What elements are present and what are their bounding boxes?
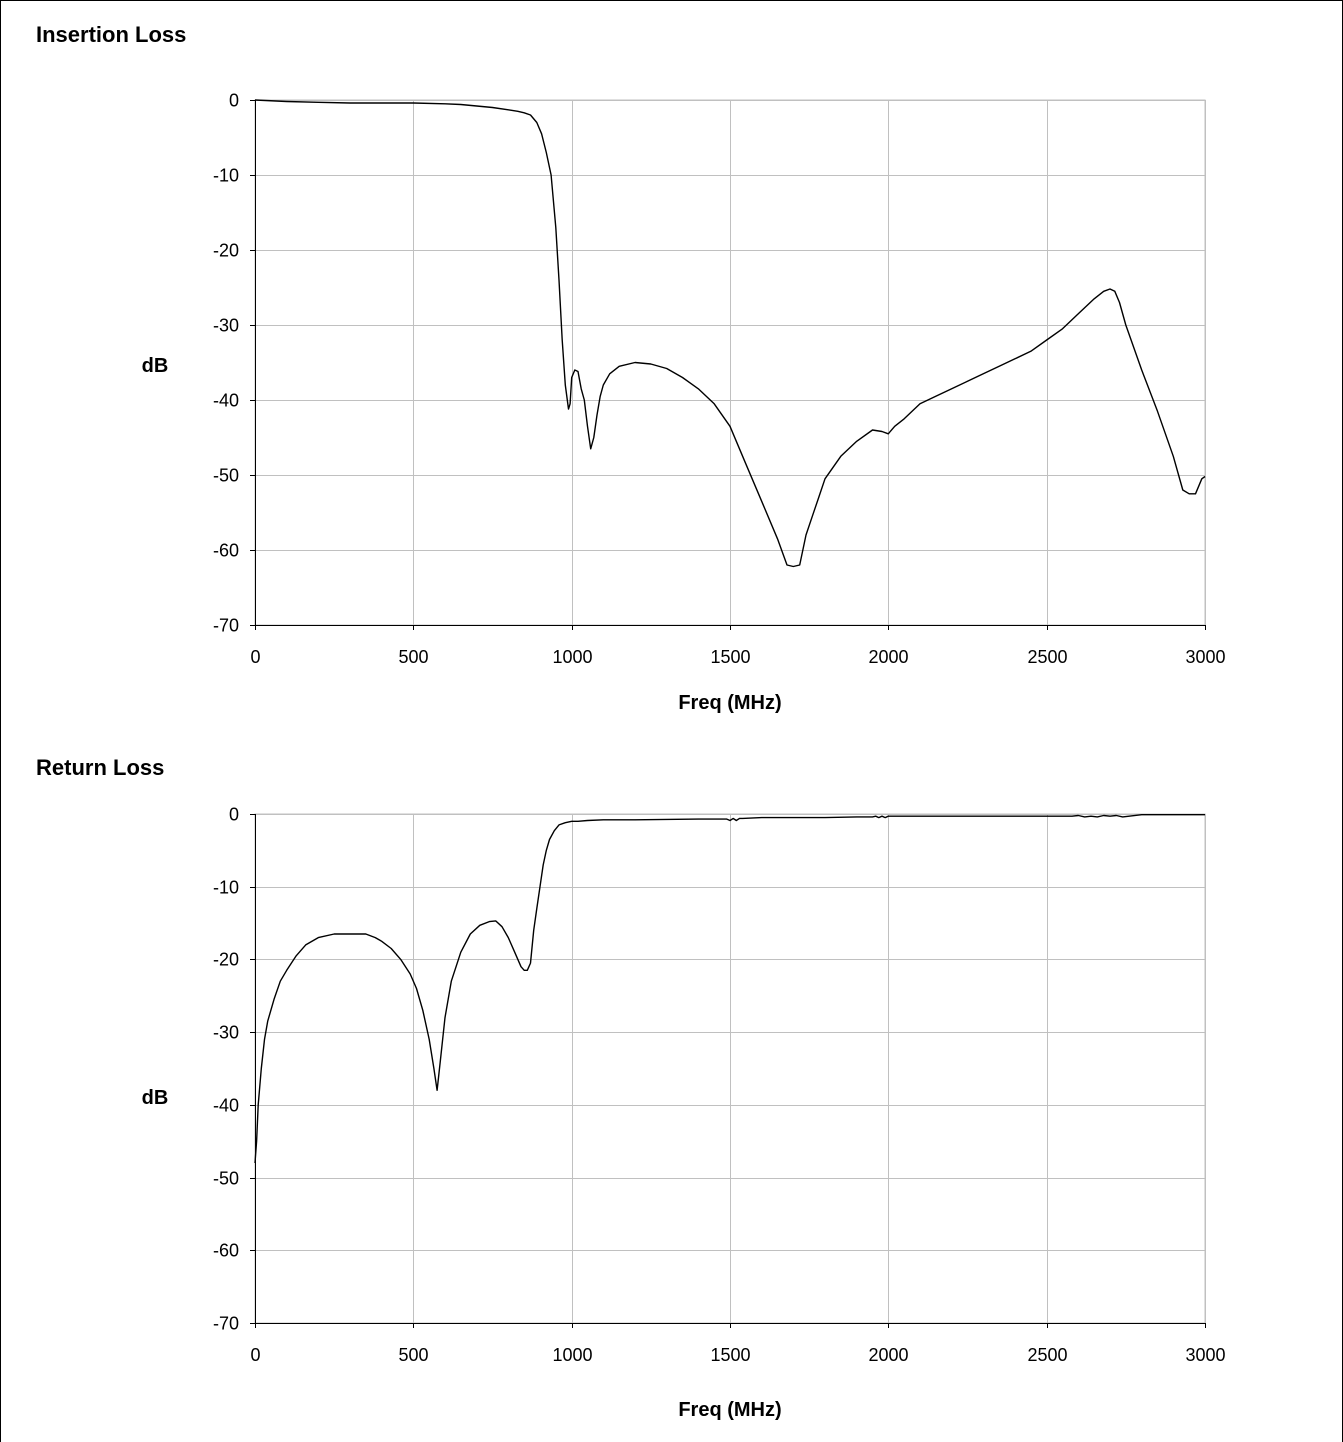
- chart-0-x-tick-label: 0: [250, 647, 260, 667]
- chart-1-x-tick-label: 1000: [552, 1345, 592, 1365]
- chart-1-y-axis-label: dB: [142, 1087, 169, 1109]
- chart-0-y-tick-label: -40: [213, 391, 239, 411]
- chart-0-x-tick-label: 1500: [710, 647, 750, 667]
- chart-0-y-tick-label: 0: [229, 91, 239, 111]
- chart-1-x-tick-label: 2000: [868, 1345, 908, 1365]
- chart-1-y-tick-label: -20: [213, 950, 239, 970]
- chart-1-series-line-0: [254, 814, 1205, 1164]
- chart-1-x-tick-label: 2500: [1027, 1345, 1067, 1365]
- chart-0-y-tick-label: -20: [213, 241, 239, 261]
- chart-0-y-tick-label: -10: [213, 166, 239, 186]
- chart-1-x-tick-label: 0: [250, 1345, 260, 1365]
- chart-1-x-axis-label: Freq (MHz): [678, 1399, 781, 1421]
- chart-title-insertion-loss: Insertion Loss: [36, 22, 187, 47]
- chart-0-y-tick-label: -70: [213, 616, 239, 636]
- chart-0-x-tick-label: 500: [398, 647, 428, 667]
- chart-1-y-tick-label: -70: [213, 1314, 239, 1334]
- chart-0-y-tick-label: -30: [213, 316, 239, 336]
- chart-1-y-tick-label: -40: [213, 1096, 239, 1116]
- chart-0-x-axis-label: Freq (MHz): [678, 692, 781, 714]
- chart-0-x-tick-label: 2000: [868, 647, 908, 667]
- chart-0-series-line-0: [254, 99, 1206, 568]
- chart-1-x-tick-label: 1500: [710, 1345, 750, 1365]
- chart-1-x-tick-label: 500: [398, 1345, 428, 1365]
- chart-1-x-tick-label: 3000: [1185, 1345, 1225, 1365]
- chart-0-x-tick-label: 3000: [1185, 647, 1225, 667]
- chart-1-y-tick-label: -10: [213, 878, 239, 898]
- chart-0-x-tick-label: 1000: [552, 647, 592, 667]
- chart-1-y-tick-label: -60: [213, 1241, 239, 1261]
- chart-0-y-axis-label: dB: [142, 355, 169, 377]
- chart-title-return-loss: Return Loss: [36, 755, 165, 780]
- chart-1-y-tick-label: 0: [229, 805, 239, 825]
- chart-0-y-tick-label: -50: [213, 466, 239, 486]
- chart-1-y-tick-label: -50: [213, 1169, 239, 1189]
- chart-0-x-tick-label: 2500: [1027, 647, 1067, 667]
- chart-1-y-tick-label: -30: [213, 1023, 239, 1043]
- chart-0-y-tick-label: -60: [213, 541, 239, 561]
